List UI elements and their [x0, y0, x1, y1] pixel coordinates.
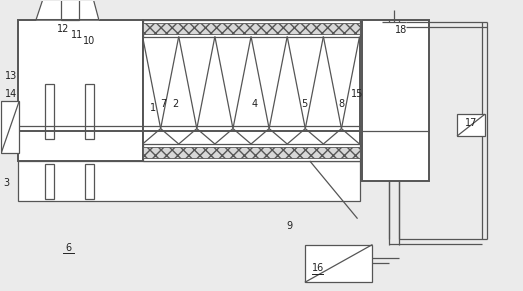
- Text: 1: 1: [150, 103, 155, 113]
- Text: 8: 8: [338, 99, 345, 109]
- Polygon shape: [36, 0, 99, 19]
- Bar: [361, 19, 429, 181]
- Bar: [143, 23, 359, 33]
- Bar: [85, 84, 94, 139]
- Bar: [457, 114, 485, 136]
- Bar: [45, 84, 54, 139]
- Bar: [305, 244, 372, 282]
- Bar: [143, 147, 359, 158]
- Text: 14: 14: [5, 89, 17, 99]
- Bar: [1, 101, 19, 153]
- Text: 13: 13: [5, 71, 17, 81]
- Text: 16: 16: [312, 263, 324, 274]
- Text: 18: 18: [395, 24, 407, 35]
- Bar: [61, 0, 79, 19]
- Bar: [143, 19, 359, 37]
- Text: 4: 4: [252, 99, 258, 109]
- Text: 17: 17: [465, 118, 477, 128]
- Text: 11: 11: [71, 29, 83, 40]
- Bar: [85, 164, 94, 199]
- Text: 15: 15: [351, 89, 363, 99]
- Bar: [18, 19, 143, 161]
- Bar: [143, 144, 359, 161]
- Text: 6: 6: [66, 242, 72, 253]
- Text: 5: 5: [302, 99, 308, 109]
- Bar: [45, 164, 54, 199]
- Text: 10: 10: [83, 36, 95, 47]
- Bar: [143, 19, 359, 161]
- Text: 2: 2: [172, 99, 178, 109]
- Text: 3: 3: [3, 178, 9, 188]
- Bar: [18, 161, 359, 201]
- Text: 9: 9: [287, 221, 293, 230]
- Text: 7: 7: [161, 99, 167, 109]
- Text: 12: 12: [57, 24, 69, 33]
